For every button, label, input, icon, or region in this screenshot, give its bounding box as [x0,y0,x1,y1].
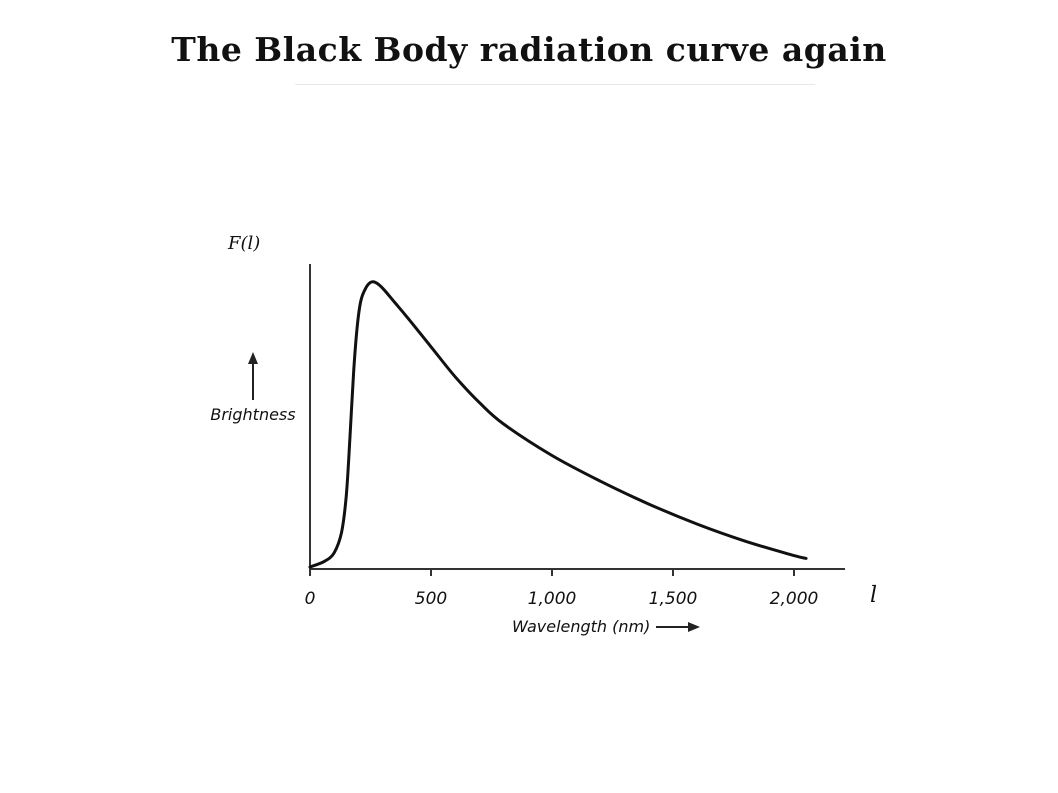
x-tick-label: 500 [415,589,447,609]
x-tick-marks [309,569,795,576]
x-tick-label: 0 [305,589,316,609]
y-axis-arrow [248,352,258,400]
x-tick-label: 1,000 [528,589,577,609]
x-tick-labels: 0 500 1,000 1,500 2,000 [305,589,819,609]
radiation-curve [308,280,808,569]
x-tick-label: 2,000 [770,589,819,609]
chart-axes [309,264,845,570]
x-tick-label: 1,500 [649,589,698,609]
x-axis-symbol: l [870,583,877,608]
slide-title: The Black Body radiation curve again [171,30,887,69]
y-axis-label: Brightness [210,405,295,424]
y-axis-symbol: F(l) [227,233,260,254]
title-divider [295,84,815,85]
x-axis-label: Wavelength (nm) [512,617,650,636]
x-axis-arrow [656,622,700,632]
